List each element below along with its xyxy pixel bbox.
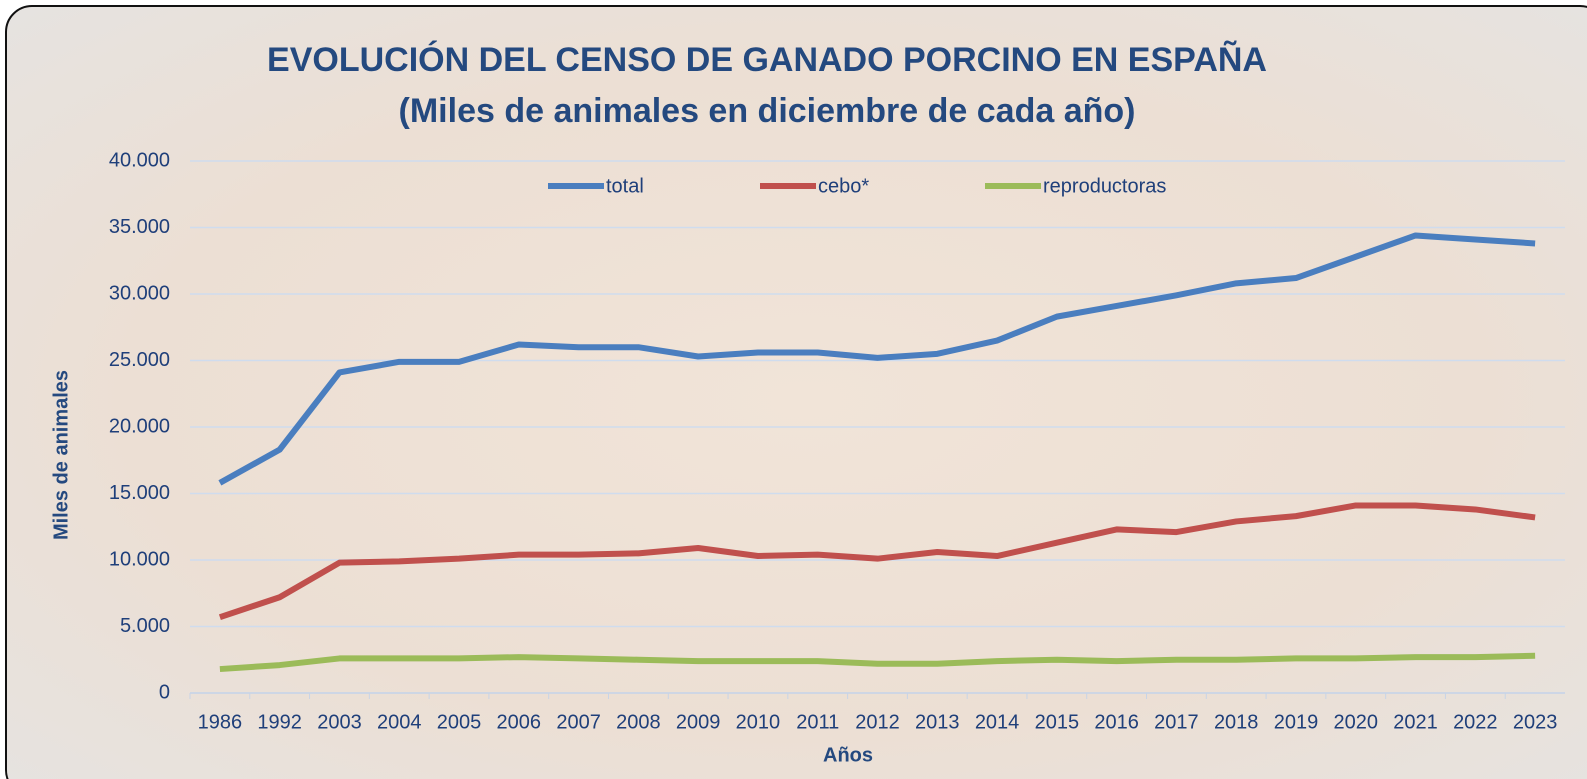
background xyxy=(5,5,1587,779)
x-tick-label: 2010 xyxy=(736,711,781,733)
x-tick-label: 2008 xyxy=(616,711,661,733)
y-tick-label: 10.000 xyxy=(109,548,170,570)
x-tick-label: 2009 xyxy=(676,711,721,733)
y-tick-label: 35.000 xyxy=(109,216,170,238)
x-axis-label: Años xyxy=(823,744,873,766)
legend-label: cebo* xyxy=(818,175,869,197)
x-tick-label: 2021 xyxy=(1393,711,1438,733)
x-tick-label: 2006 xyxy=(497,711,542,733)
series-line xyxy=(219,652,1536,673)
x-tick-label: 2015 xyxy=(1035,711,1080,733)
x-tick-label: 2011 xyxy=(796,711,839,733)
x-tick-label: 2019 xyxy=(1274,711,1319,733)
x-tick-label: 2013 xyxy=(915,711,960,733)
y-tick-label: 5.000 xyxy=(120,615,170,637)
x-tick-label: 2003 xyxy=(317,711,362,733)
y-tick-label: 20.000 xyxy=(109,415,170,437)
x-tick-label: 2004 xyxy=(377,711,422,733)
x-tick-label: 2023 xyxy=(1513,711,1558,733)
series-line xyxy=(218,232,1536,486)
y-tick-label: 25.000 xyxy=(109,349,170,371)
x-tick-label: 1992 xyxy=(257,711,302,733)
y-tick-label: 0 xyxy=(159,681,170,703)
x-tick-label: 2020 xyxy=(1334,711,1379,733)
x-tick-label: 2014 xyxy=(975,711,1020,733)
chart-subtitle: (Miles de animales en diciembre de cada … xyxy=(399,92,1136,130)
x-tick-label: 2012 xyxy=(855,711,900,733)
x-tick-label: 2016 xyxy=(1094,711,1139,733)
x-tick-label: 1986 xyxy=(198,711,243,733)
x-tick-label: 2005 xyxy=(437,711,482,733)
x-tick-label: 2022 xyxy=(1453,711,1498,733)
x-tick-label: 2017 xyxy=(1154,711,1199,733)
series-line xyxy=(218,502,1536,621)
y-tick-label: 30.000 xyxy=(109,282,170,304)
chart-title: EVOLUCIÓN DEL CENSO DE GANADO PORCINO EN… xyxy=(267,41,1267,79)
legend-label: reproductoras xyxy=(1043,175,1166,197)
x-tick-label: 2007 xyxy=(556,711,601,733)
y-tick-label: 15.000 xyxy=(109,482,170,504)
x-tick-label: 2018 xyxy=(1214,711,1259,733)
legend-label: total xyxy=(606,175,644,197)
y-tick-label: 40.000 xyxy=(109,149,170,171)
y-axis-label: Miles de animales xyxy=(50,370,72,540)
